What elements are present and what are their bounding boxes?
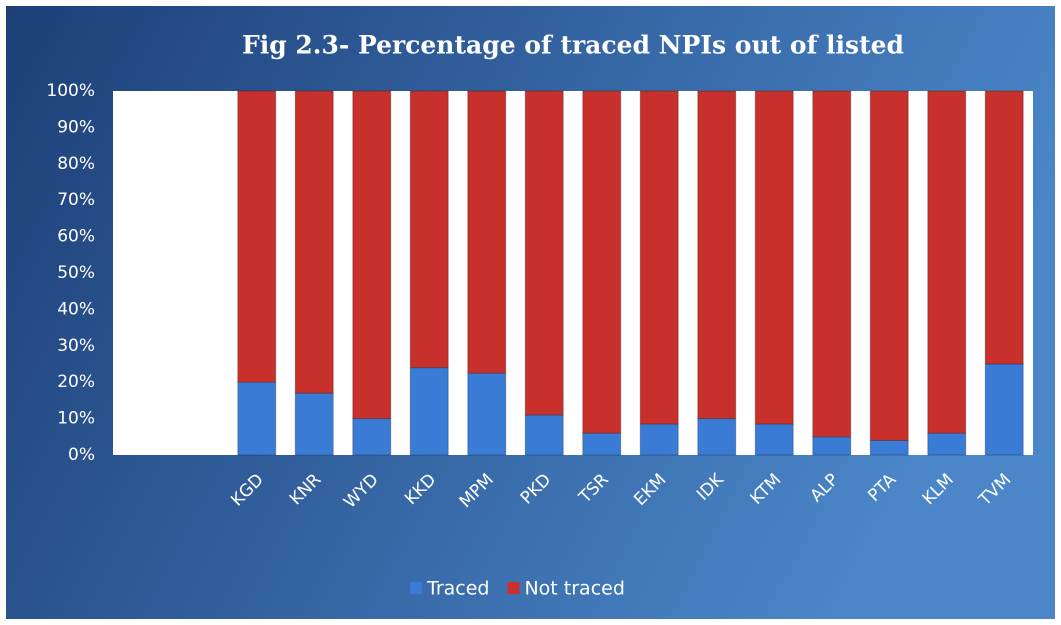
bar-segment	[294, 392, 334, 456]
bar-segment	[697, 90, 737, 420]
bar-segment	[409, 90, 449, 369]
bar-segment	[582, 432, 622, 456]
y-tick-label: 20%	[57, 372, 95, 392]
bar-segment	[869, 90, 909, 441]
bar-segment	[237, 381, 277, 456]
bar-segment	[352, 90, 392, 420]
y-tick-label: 50%	[57, 263, 95, 283]
y-tick-label: 60%	[57, 227, 95, 247]
bar-segment	[697, 418, 737, 456]
y-tick-label: 70%	[57, 190, 95, 210]
legend-label: Traced	[426, 578, 489, 600]
bar-segment	[467, 372, 507, 456]
bar-segment	[639, 90, 679, 425]
bar-segment	[754, 90, 794, 425]
bar-segment	[754, 423, 794, 456]
bar-segment	[984, 363, 1024, 456]
bar-segment	[869, 439, 909, 456]
bar-segment	[524, 414, 564, 456]
y-tick-label: 40%	[57, 299, 95, 319]
bar-segment	[582, 90, 622, 434]
legend-swatch	[507, 582, 520, 594]
bar-segment	[294, 90, 334, 394]
y-tick-label: 0%	[68, 445, 95, 465]
bar-segment	[927, 432, 967, 456]
bar-segment	[639, 423, 679, 456]
bar-segment	[812, 436, 852, 456]
bar-segment	[812, 90, 852, 438]
y-tick-label: 80%	[57, 154, 95, 174]
y-tick-label: 10%	[57, 409, 95, 429]
bar-segment	[927, 90, 967, 434]
bar-segment	[984, 90, 1024, 365]
legend-label: Not traced	[524, 578, 624, 600]
y-tick-label: 100%	[46, 81, 95, 101]
bar-segment	[467, 90, 507, 374]
legend-swatch	[410, 582, 422, 594]
bar-segment	[237, 90, 277, 383]
bar-segment	[352, 418, 392, 456]
bar-segment	[524, 90, 564, 416]
bar-segment	[409, 367, 449, 456]
y-tick-label: 90%	[57, 117, 95, 137]
y-tick-label: 30%	[57, 336, 95, 356]
chart-title: Fig 2.3- Percentage of traced NPIs out o…	[242, 31, 904, 60]
